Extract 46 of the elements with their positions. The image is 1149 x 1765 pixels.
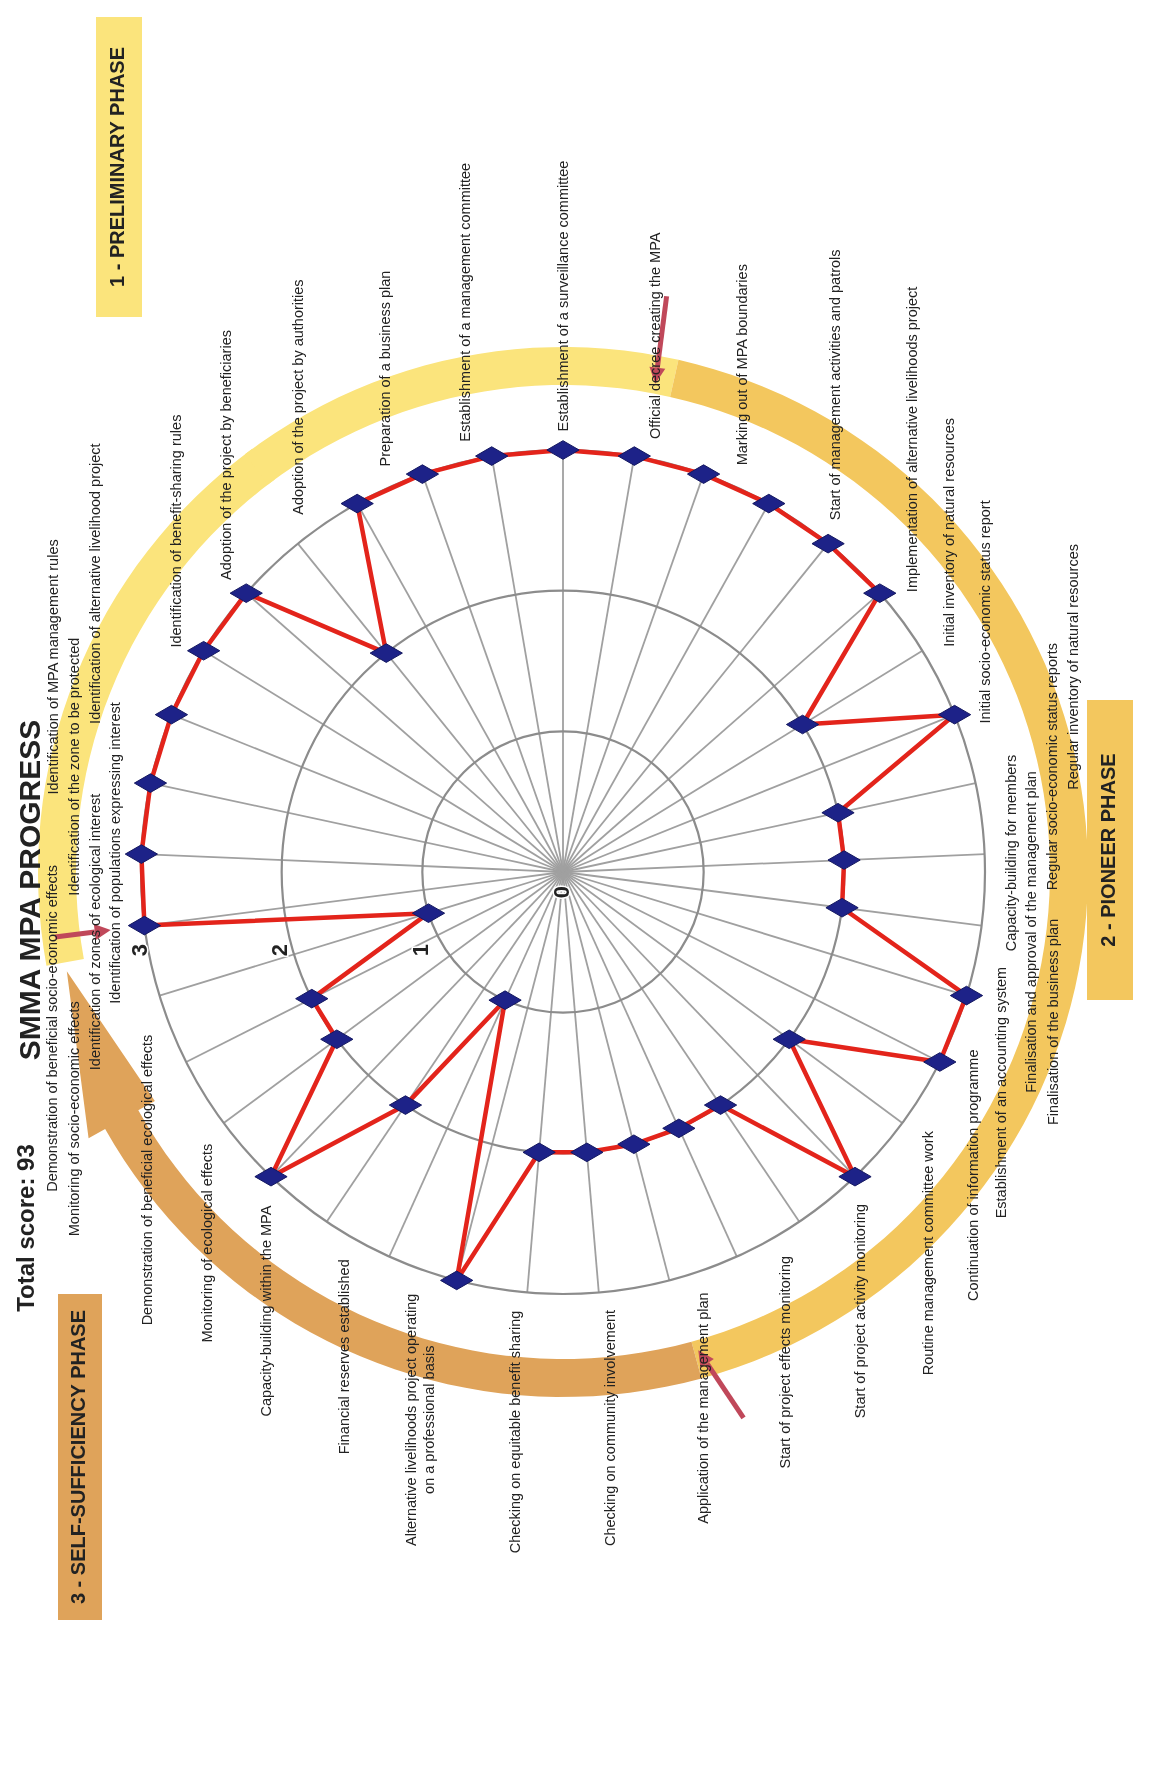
spoke-label: Identification of populations expressing interest: [107, 702, 124, 1004]
spoke-label: Preparation of a business plan: [377, 270, 394, 467]
spoke-label: Establishment of a surveillance committee: [555, 160, 571, 432]
spoke-label: Monitoring of socio-economic effects: [65, 1001, 82, 1237]
spoke-label: Adoption of the project by beneficiaries: [218, 330, 235, 580]
spoke-label: Monitoring of ecological effects: [199, 1143, 216, 1343]
spoke-label: Alternative livelihoods project operating on a professional basis: [403, 1293, 438, 1546]
spoke-label: Identification of alternative livelihood project: [86, 443, 103, 724]
text: 3 - SELF-SUFFICIENCY PHASE: [67, 1309, 90, 1605]
text: 1 - PRELIMINARY PHASE: [106, 46, 129, 288]
spoke-label: Official decree creating the MPA: [646, 232, 663, 440]
spoke-label: Demonstration of beneficial socio-economic effects: [44, 864, 61, 1192]
spoke-label: Initial inventory of natural resources: [940, 417, 957, 647]
spoke-label: Finalisation and approval of the management plan: [1023, 771, 1040, 1093]
spoke-label: Application of the management plan: [694, 1292, 711, 1524]
spoke-label: Identification of MPA management rules: [44, 539, 61, 795]
spoke-label: Start of project effects monitoring: [776, 1255, 793, 1469]
spoke-label: Implementation of alternative livelihoods project: [904, 286, 921, 593]
spoke-label: Establishment of an accounting system: [992, 966, 1009, 1219]
text: Total score: 93: [12, 1144, 40, 1312]
spoke-label: Identification of benefit-sharing rules: [167, 414, 184, 648]
spoke-label: Identification of the zone to be protected: [66, 637, 83, 896]
spoke-label: Demonstration of beneficial ecological effects: [138, 1034, 155, 1326]
y-tick-label: 0: [548, 885, 574, 899]
spoke-label: Finalisation of the business plan: [1044, 918, 1061, 1126]
spoke-label: Marking out of MPA boundaries: [734, 264, 751, 466]
spoke-label: Adoption of the project by authorities: [289, 279, 306, 515]
spoke-label: Checking on equitable benefit sharing: [507, 1310, 524, 1554]
spoke-label: Financial reserves established: [335, 1259, 352, 1455]
y-tick-label: 2: [267, 943, 293, 957]
y-tick-label: 1: [408, 943, 434, 957]
y-tick-label: 3: [126, 943, 152, 957]
spoke-label: Capacity-building within the MPA: [258, 1205, 275, 1417]
spoke-label: Establishment of a management committee: [457, 162, 474, 442]
spoke-label: Start of project activity monitoring: [851, 1203, 868, 1419]
text: SMMA MPA PROGRESS: [12, 719, 46, 1061]
spoke-label: Start of management activities and patrols: [827, 249, 844, 521]
spoke-label: Capacity-building for members: [1002, 754, 1019, 952]
spoke-label: Routine management committee work: [920, 1130, 937, 1376]
spoke-label: Continuation of information programme: [965, 1049, 982, 1301]
spoke-label: Initial socio-economic status report: [977, 500, 994, 724]
text: 2 - PIONEER PHASE: [1097, 753, 1120, 947]
spoke-label: Regular inventory of natural resources: [1065, 544, 1082, 790]
spoke-label: Checking on community involvement: [602, 1309, 619, 1547]
spoke-label: Identification of zones of ecological interest: [86, 793, 103, 1071]
spoke-label: Regular socio-economic status reports: [1043, 642, 1060, 891]
